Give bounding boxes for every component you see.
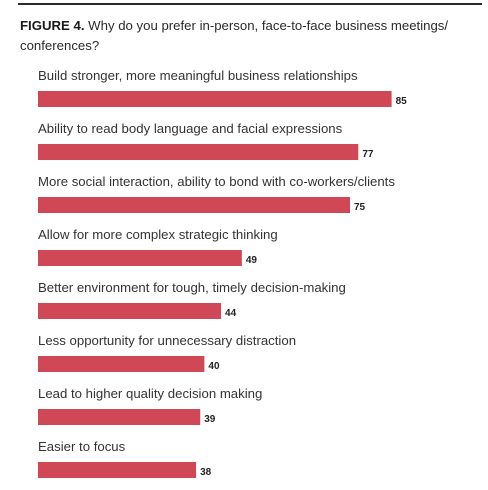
value-label: 39 [204,414,216,425]
category-label: Better environment for tough, timely dec… [38,280,346,295]
value-label: 49 [246,255,258,266]
bar [38,91,392,107]
category-label: Lead to higher quality decision making [38,386,262,401]
bar [38,409,201,425]
bar [38,462,197,478]
category-label: Ability to read body language and facial… [38,121,343,136]
figure-title: FIGURE 4. Why do you prefer in-person, f… [20,16,460,56]
bar [38,197,350,213]
value-label: 38 [200,467,212,478]
figure-label: FIGURE 4. [20,18,85,33]
value-label: 40 [208,361,220,372]
bar [38,303,222,319]
bar [38,144,359,160]
category-label: Less opportunity for unnecessary distrac… [38,333,296,348]
figure-title-text: Why do you prefer in-person, face-to-fac… [20,18,449,53]
category-label: Easier to focus [38,439,126,454]
value-label: 44 [225,308,237,319]
top-rule [18,3,482,5]
value-label: 77 [362,149,374,160]
category-label: Allow for more complex strategic thinkin… [38,227,278,242]
value-label: 85 [396,96,408,107]
category-label: More social interaction, ability to bond… [38,174,395,189]
bar [38,356,205,372]
value-label: 75 [354,202,366,213]
bar [38,250,242,266]
category-label: Build stronger, more meaningful business… [38,68,358,83]
